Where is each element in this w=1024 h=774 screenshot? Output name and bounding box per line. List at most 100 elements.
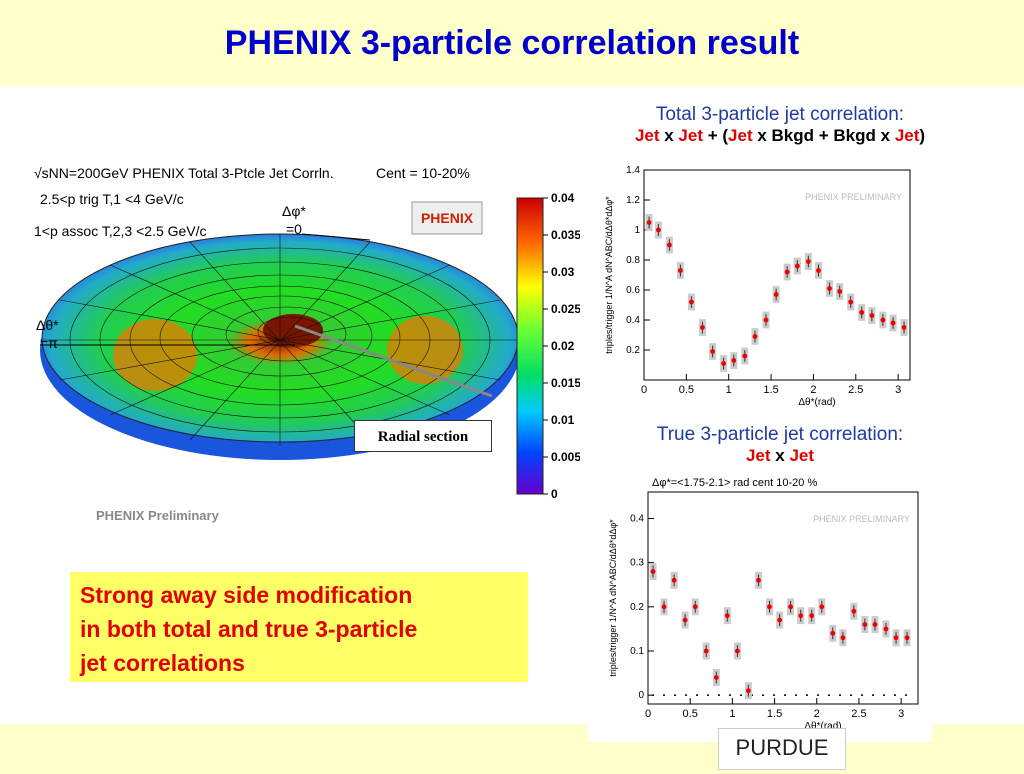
surface-preliminary: PHENIX Preliminary xyxy=(96,508,220,523)
data-point xyxy=(646,220,652,225)
surface-cent: Cent = 10-20% xyxy=(376,165,470,181)
data-point xyxy=(840,635,846,641)
chart-watermark: PHENIX PRELIMINARY xyxy=(813,514,910,524)
data-point xyxy=(851,608,857,614)
data-point xyxy=(746,688,751,694)
y-tick-label: 0 xyxy=(638,690,644,701)
data-point xyxy=(827,286,832,291)
true-correlation-chart: Δφ*=<1.75-2.1> rad cent 10-20 % PHENIX PR… xyxy=(588,470,932,742)
jet-term: Jet xyxy=(728,126,753,145)
colorbar-tick-label: 0.01 xyxy=(551,413,575,427)
surface-header: √sNN=200GeV PHENIX Total 3-Ptcle Jet Cor… xyxy=(34,165,334,181)
surface-mesh xyxy=(40,234,520,446)
x-tick-label: 2.5 xyxy=(851,708,866,720)
dphi-value: =0 xyxy=(286,221,302,237)
colorbar-tick-label: 0.015 xyxy=(551,376,580,390)
y-tick-label: 0.6 xyxy=(626,285,640,296)
callout-box: Strong away side modification in both to… xyxy=(70,572,528,682)
jet-term: Jet xyxy=(678,126,703,145)
data-point xyxy=(689,299,694,305)
callout-line1: Strong away side modification xyxy=(80,582,413,608)
phenix-logo xyxy=(411,201,483,235)
surface-lobe-left xyxy=(113,319,197,391)
x-axis-label: Δθ*(rad) xyxy=(804,721,841,732)
data-point xyxy=(667,242,672,248)
jet-term: Jet xyxy=(894,126,920,145)
data-point xyxy=(805,259,811,264)
y-tick-label: 1.2 xyxy=(626,195,640,206)
x-tick-label: 1.5 xyxy=(763,384,778,396)
y-tick-label: 1.4 xyxy=(626,165,640,176)
data-point xyxy=(784,269,790,275)
colorbar xyxy=(516,197,544,495)
purdue-text: PURDUE xyxy=(736,735,829,760)
plus: + ( xyxy=(703,126,729,145)
x-tick-label: 0 xyxy=(641,384,647,396)
top-panel-title: Total 3-particle jet correlation: Jet x … xyxy=(590,104,970,146)
x-tick-label: 1 xyxy=(726,384,732,396)
x-tick-label: 1 xyxy=(729,708,735,720)
data-point xyxy=(872,622,878,627)
colorbar-tick-label: 0.02 xyxy=(551,339,575,353)
bottom-panel-title-line1: True 3-particle jet correlation: xyxy=(656,424,904,445)
slide-title: PHENIX 3-particle correlation result xyxy=(224,24,800,62)
x-tick-label: 2.5 xyxy=(848,384,863,396)
jet-term: Jet xyxy=(789,446,815,465)
data-point xyxy=(703,648,709,654)
x-tick-label: 2 xyxy=(814,708,820,720)
total-correlation-chart: PHENIX PRELIMINARY 0 0.5 1 1.5 2 2.5 3 0.2 0.4 0.6… xyxy=(596,160,918,414)
colorbar-ticks: 0.04 0.035 0.03 0.025 0.02 0.015 0.01 0.005 0 xyxy=(543,191,580,501)
data-point xyxy=(671,577,677,583)
data-point xyxy=(724,613,730,619)
bkgd-term: x Bkgd + Bkgd x xyxy=(752,126,895,145)
x-tick-label: 0.5 xyxy=(683,708,698,720)
y-axis-label: triples/trigger 1/N^A dN^ABC/dΔθ*dΔφ* xyxy=(604,196,614,354)
data-point xyxy=(756,577,761,583)
radial-section-label: Radial section xyxy=(354,420,492,452)
data-point xyxy=(837,289,843,294)
surface-cut2: 1<p assoc T,2,3 <2.5 GeV/c xyxy=(34,223,207,239)
data-point xyxy=(661,604,667,610)
data-point xyxy=(682,617,688,623)
data-point xyxy=(880,317,886,323)
data-point xyxy=(809,613,815,619)
y-tick-label: 0.3 xyxy=(630,558,644,569)
chart-title: Δφ*=<1.75-2.1> rad cent 10-20 % xyxy=(652,477,817,489)
data-point xyxy=(735,648,740,654)
data-point xyxy=(893,635,899,641)
bottom-panel-title-line2: Jet x Jet xyxy=(590,446,970,466)
data-point xyxy=(788,604,793,610)
data-point xyxy=(901,325,907,330)
plot-frame xyxy=(643,169,911,381)
data-point xyxy=(830,630,836,636)
chart-background xyxy=(588,470,932,742)
chart-watermark: PHENIX PRELIMINARY xyxy=(805,192,902,202)
dtheta-value: =π xyxy=(40,335,58,351)
jet-term: Jet xyxy=(634,126,660,145)
callout-line2: in both total and true 3-particle xyxy=(80,616,418,642)
colorbar-tick-label: 0.005 xyxy=(551,450,580,464)
data-point xyxy=(862,622,868,627)
surface-lobe-right xyxy=(387,316,463,384)
data-point xyxy=(890,320,896,326)
x-tick-label: 0.5 xyxy=(679,384,694,396)
top-panel-title-line2: Jet x Jet + (Jet x Bkgd + Bkgd x Jet) xyxy=(590,126,970,146)
data-point xyxy=(859,310,865,315)
dphi-label: Δφ* xyxy=(282,203,306,219)
y-tick-label: 0.4 xyxy=(630,514,644,525)
callout-line3: jet correlations xyxy=(80,650,245,676)
colorbar-tick-label: 0.025 xyxy=(551,302,580,316)
purdue-logo: PURDUE xyxy=(718,728,846,770)
plot-frame xyxy=(647,491,919,705)
x-tick-label: 0 xyxy=(645,708,651,720)
y-axis-label: triples/trigger 1/N^A dN^ABC/dΔθ*dΔφ* xyxy=(608,519,618,677)
surface-plot: √sNN=200GeV PHENIX Total 3-Ptcle Jet Cor… xyxy=(34,165,580,523)
data-point xyxy=(819,604,825,610)
data-point xyxy=(767,604,772,610)
data-point xyxy=(798,613,804,619)
x-tick-label: 2 xyxy=(810,384,816,396)
y-tick-label: 1 xyxy=(634,225,640,236)
data-point xyxy=(848,299,854,305)
bottom-panel-title: True 3-particle jet correlation: Jet x J… xyxy=(590,424,970,466)
y-tick-label: 0.8 xyxy=(626,255,640,266)
